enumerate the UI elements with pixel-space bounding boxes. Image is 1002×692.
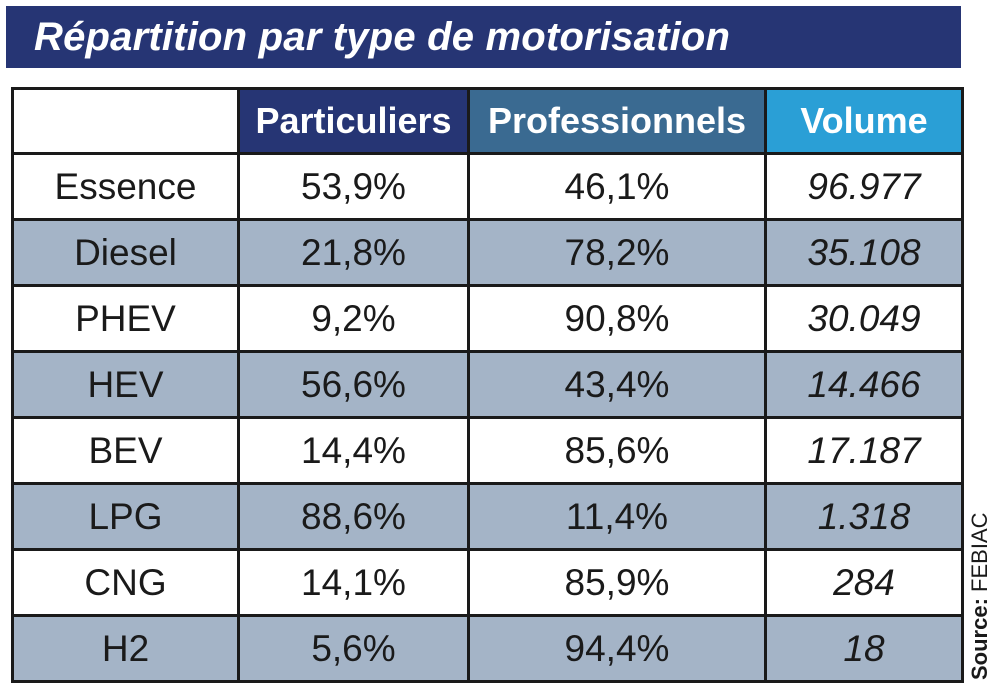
table-title: Répartition par type de motorisation: [34, 14, 731, 59]
row-label: LPG: [11, 482, 240, 551]
row-label: Diesel: [11, 218, 240, 287]
cell-volume: 18: [764, 614, 964, 683]
cell-particuliers: 56,6%: [237, 350, 470, 419]
cell-professionnels: 85,9%: [467, 548, 767, 617]
cell-particuliers: 9,2%: [237, 284, 470, 353]
row-label: Essence: [11, 152, 240, 221]
source-label: Source:: [967, 598, 992, 680]
cell-professionnels: 46,1%: [467, 152, 767, 221]
cell-professionnels: 11,4%: [467, 482, 767, 551]
cell-volume: 14.466: [764, 350, 964, 419]
table-row: PHEV 9,2% 90,8% 30.049: [11, 284, 964, 353]
header-volume: Volume: [764, 87, 964, 155]
cell-particuliers: 14,4%: [237, 416, 470, 485]
row-label: H2: [11, 614, 240, 683]
cell-volume: 35.108: [764, 218, 964, 287]
table-row: Essence 53,9% 46,1% 96.977: [11, 152, 964, 221]
row-label: CNG: [11, 548, 240, 617]
cell-professionnels: 94,4%: [467, 614, 767, 683]
header-professionnels: Professionnels: [467, 87, 767, 155]
cell-particuliers: 5,6%: [237, 614, 470, 683]
header-particuliers: Particuliers: [237, 87, 470, 155]
cell-professionnels: 43,4%: [467, 350, 767, 419]
cell-particuliers: 88,6%: [237, 482, 470, 551]
source-note: Source: FEBIAC: [967, 512, 993, 680]
title-bar: Répartition par type de motorisation: [6, 6, 961, 68]
table-row: H2 5,6% 94,4% 18: [11, 614, 964, 683]
cell-particuliers: 53,9%: [237, 152, 470, 221]
table-row: LPG 88,6% 11,4% 1.318: [11, 482, 964, 551]
cell-volume: 30.049: [764, 284, 964, 353]
cell-volume: 284: [764, 548, 964, 617]
cell-particuliers: 21,8%: [237, 218, 470, 287]
header-row: Particuliers Professionnels Volume: [11, 87, 964, 155]
cell-volume: 96.977: [764, 152, 964, 221]
row-label: PHEV: [11, 284, 240, 353]
table-row: HEV 56,6% 43,4% 14.466: [11, 350, 964, 419]
row-label: BEV: [11, 416, 240, 485]
cell-particuliers: 14,1%: [237, 548, 470, 617]
table-row: CNG 14,1% 85,9% 284: [11, 548, 964, 617]
table-body: Essence 53,9% 46,1% 96.977 Diesel 21,8% 78,2% 3…: [11, 152, 964, 683]
cell-professionnels: 90,8%: [467, 284, 767, 353]
cell-professionnels: 85,6%: [467, 416, 767, 485]
cell-volume: 1.318: [764, 482, 964, 551]
table-row: Diesel 21,8% 78,2% 35.108: [11, 218, 964, 287]
cell-professionnels: 78,2%: [467, 218, 767, 287]
cell-volume: 17.187: [764, 416, 964, 485]
table-row: BEV 14,4% 85,6% 17.187: [11, 416, 964, 485]
motorisation-table: Particuliers Professionnels Volume Essen…: [11, 87, 964, 683]
row-label: HEV: [11, 350, 240, 419]
header-empty: [11, 87, 240, 155]
source-value: FEBIAC: [967, 512, 992, 592]
